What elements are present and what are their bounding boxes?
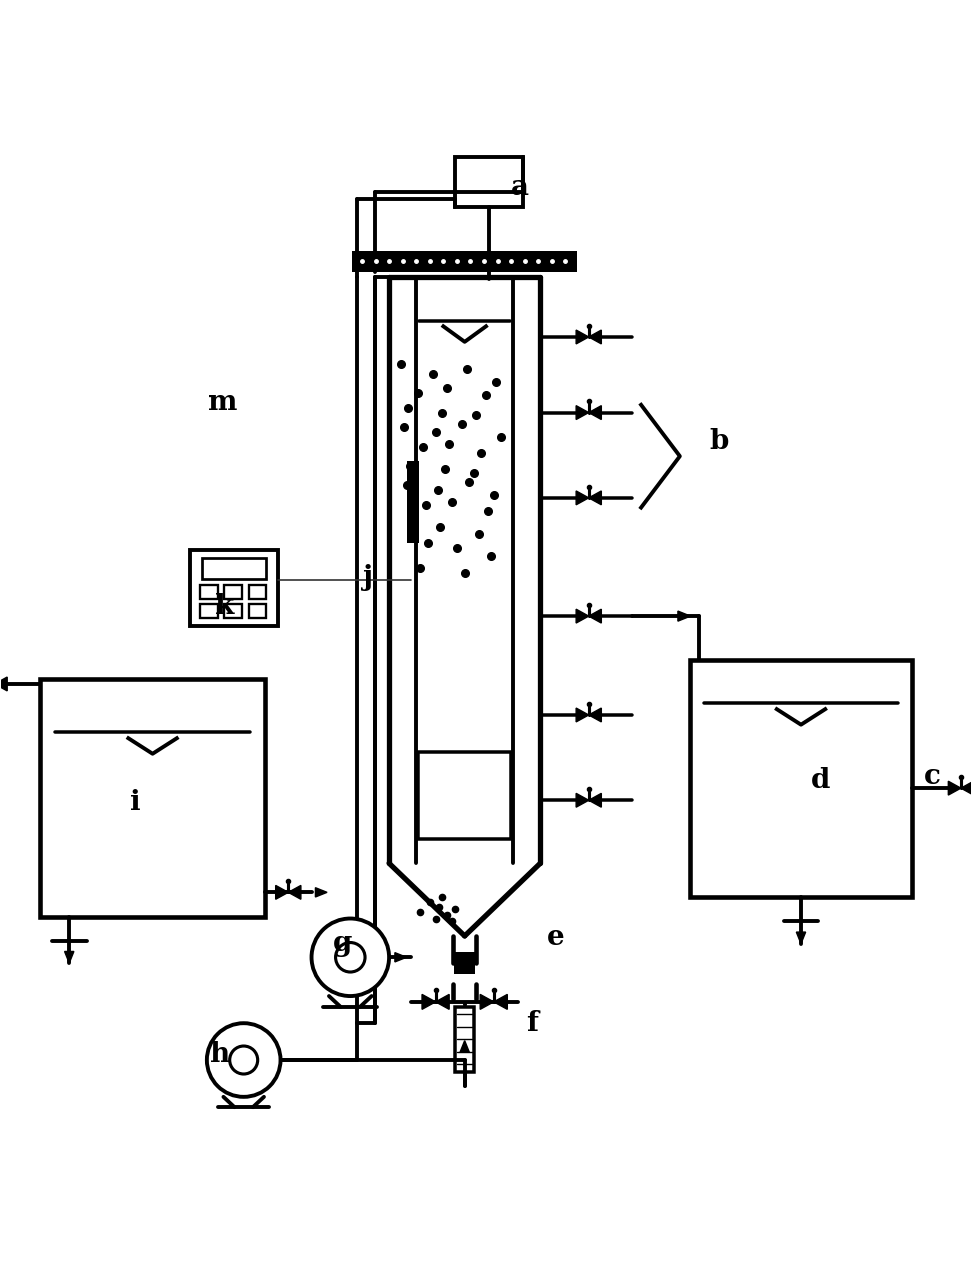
Text: g: g <box>332 930 352 957</box>
Text: d: d <box>811 768 830 794</box>
Polygon shape <box>64 952 74 963</box>
Text: h: h <box>209 1041 229 1068</box>
Polygon shape <box>494 994 507 1009</box>
Bar <box>455 1007 474 1071</box>
Polygon shape <box>276 886 289 900</box>
Polygon shape <box>576 609 589 623</box>
Polygon shape <box>589 708 602 722</box>
Polygon shape <box>589 491 602 505</box>
Bar <box>454 952 475 974</box>
Bar <box>202 558 266 580</box>
Bar <box>407 461 419 544</box>
Text: e: e <box>547 924 565 952</box>
Text: f: f <box>527 1009 538 1037</box>
Text: c: c <box>923 763 940 789</box>
Bar <box>352 250 577 272</box>
Polygon shape <box>576 491 589 505</box>
Text: k: k <box>215 594 234 620</box>
Polygon shape <box>316 887 327 897</box>
Bar <box>225 585 242 599</box>
Bar <box>200 585 218 599</box>
Polygon shape <box>480 994 494 1009</box>
Bar <box>455 156 523 207</box>
Polygon shape <box>435 994 449 1009</box>
Polygon shape <box>796 932 806 943</box>
Bar <box>249 605 266 618</box>
Polygon shape <box>289 886 301 900</box>
Polygon shape <box>576 708 589 722</box>
Text: m: m <box>208 389 237 417</box>
Bar <box>200 605 218 618</box>
Polygon shape <box>576 793 589 807</box>
Text: b: b <box>709 428 728 455</box>
Bar <box>249 585 266 599</box>
Polygon shape <box>949 782 961 796</box>
Polygon shape <box>576 330 589 344</box>
Polygon shape <box>395 953 406 962</box>
Bar <box>689 660 913 897</box>
Polygon shape <box>589 405 602 419</box>
Polygon shape <box>460 1041 469 1052</box>
Circle shape <box>229 1046 258 1074</box>
Bar <box>191 550 278 625</box>
Text: a: a <box>511 174 529 201</box>
Bar <box>225 605 242 618</box>
Polygon shape <box>589 793 602 807</box>
Text: i: i <box>130 789 141 816</box>
Circle shape <box>207 1023 281 1097</box>
Polygon shape <box>589 330 602 344</box>
Circle shape <box>335 943 365 972</box>
Text: j: j <box>363 564 372 591</box>
Circle shape <box>312 919 389 996</box>
Polygon shape <box>677 611 690 622</box>
Polygon shape <box>0 677 7 691</box>
Bar <box>418 752 511 839</box>
Polygon shape <box>589 609 602 623</box>
Polygon shape <box>961 782 972 796</box>
Bar <box>40 679 265 916</box>
Polygon shape <box>422 994 435 1009</box>
Polygon shape <box>576 405 589 419</box>
